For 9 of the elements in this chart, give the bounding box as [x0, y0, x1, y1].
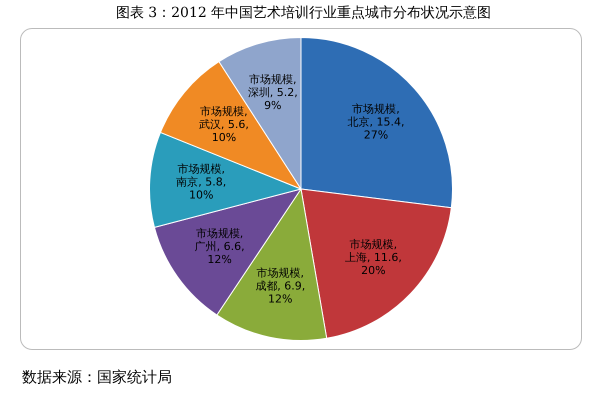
- slice-label: 市场规模, 北京, 15.4, 27%: [347, 102, 404, 142]
- slice-label: 市场规模, 广州, 6.6, 12%: [194, 226, 245, 266]
- source-note: 数据来源：国家统计局: [22, 368, 172, 387]
- slice-label: 市场规模, 深圳, 5.2, 9%: [248, 72, 298, 112]
- slice-label: 市场规模, 南京, 5.8, 10%: [176, 162, 226, 202]
- slice-label: 市场规模, 武汉, 5.6, 10%: [198, 105, 249, 144]
- chart-title: 图表 3：2012 年中国艺术培训行业重点城市分布状况示意图: [114, 4, 492, 22]
- slice-label: 市场规模, 成都, 6.9, 12%: [255, 266, 306, 306]
- slice-label: 市场规模, 上海, 11.6, 20%: [344, 238, 402, 277]
